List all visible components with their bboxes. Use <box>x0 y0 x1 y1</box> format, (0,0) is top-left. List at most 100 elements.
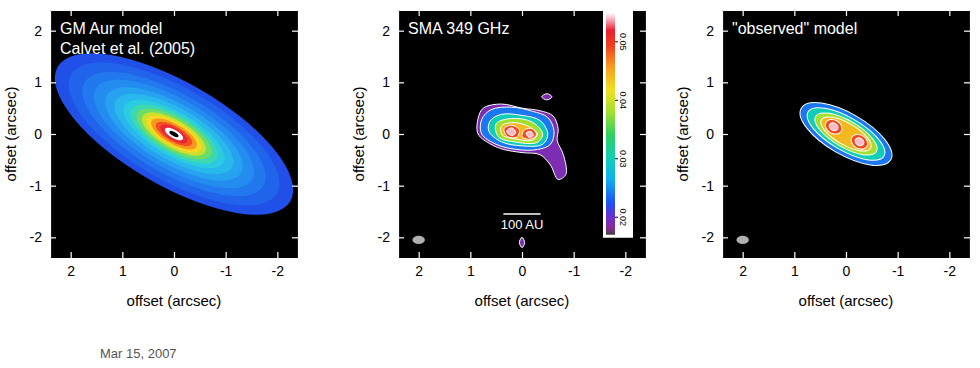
plot-area <box>736 90 901 244</box>
tick <box>292 31 298 32</box>
tick <box>640 134 646 135</box>
y-axis-title: offset (arcsec) <box>2 87 19 182</box>
scale-bar-label: 100 AU <box>501 217 544 232</box>
tick <box>743 10 744 16</box>
plot-area <box>50 22 298 246</box>
tick-mark <box>964 186 970 187</box>
tick-label: 1 <box>791 263 799 279</box>
tick-mark <box>794 10 795 16</box>
tick <box>640 31 646 32</box>
tick-mark <box>419 252 420 258</box>
panel-texts: 100 AU0.020.030.040.05SMA 349 GHz <box>408 10 633 238</box>
intensity-ring <box>50 22 298 246</box>
panel-texts: "observed" model <box>732 20 857 37</box>
tick-mark <box>50 31 56 32</box>
tick-mark <box>174 10 175 16</box>
tick: -2 <box>272 252 285 279</box>
tick-mark <box>964 134 970 135</box>
contour <box>823 117 845 137</box>
y-axis-title: offset (arcsec) <box>350 87 367 182</box>
tick-mark <box>398 186 404 187</box>
tick-mark <box>122 252 123 258</box>
axis: 210-1-2 <box>51 252 299 279</box>
intensity-ring <box>152 117 196 151</box>
panel: "observed" model210-1-2-2-1012offset (ar… <box>674 10 971 309</box>
tick <box>292 186 298 187</box>
beam <box>736 236 748 244</box>
tick-label: -1 <box>220 263 233 279</box>
axis-line <box>646 11 647 259</box>
tick-mark <box>794 252 795 258</box>
tick: 0 <box>382 126 404 142</box>
tick-mark <box>964 237 970 238</box>
tick-mark <box>522 252 523 258</box>
tick-mark <box>640 237 646 238</box>
tick-mark <box>722 237 728 238</box>
tick-mark <box>625 10 626 16</box>
tick-mark <box>722 186 728 187</box>
tick-label: 2 <box>706 23 714 39</box>
axis <box>723 10 971 16</box>
tick: 2 <box>382 23 404 39</box>
tick-mark <box>50 186 56 187</box>
intensity-ring <box>103 78 245 190</box>
x-axis-title: offset (arcsec) <box>799 292 894 309</box>
tick-mark <box>292 134 298 135</box>
tick-mark <box>470 10 471 16</box>
tick <box>625 10 626 16</box>
tick-label: 0 <box>843 263 851 279</box>
tick-mark <box>277 10 278 16</box>
tick <box>470 10 471 16</box>
axis-line <box>51 258 299 259</box>
figure-svg: GM Aur modelCalvet et al. (2005)210-1-2-… <box>0 0 980 368</box>
tick-mark <box>722 31 728 32</box>
tick: 0 <box>519 252 527 279</box>
tick-mark <box>398 237 404 238</box>
axis <box>640 11 647 259</box>
tick <box>964 186 970 187</box>
tick: 0 <box>706 126 728 142</box>
tick <box>419 10 420 16</box>
tick: 1 <box>34 74 56 90</box>
tick-label: -2 <box>944 263 957 279</box>
panel: 100 AU0.020.030.040.05SMA 349 GHz210-1-2… <box>350 10 647 309</box>
tick <box>640 237 646 238</box>
tick-mark <box>949 252 950 258</box>
panel-title: GM Aur model <box>60 20 162 37</box>
tick-mark <box>292 82 298 83</box>
axis: -2-1012 <box>378 11 404 259</box>
tick-mark <box>398 134 404 135</box>
tick <box>949 10 950 16</box>
tick: -2 <box>620 252 633 279</box>
tick-mark <box>292 186 298 187</box>
contour <box>495 118 542 143</box>
tick-label: -1 <box>892 263 905 279</box>
tick-mark <box>71 10 72 16</box>
tick: 2 <box>415 252 423 279</box>
tick-mark <box>625 252 626 258</box>
tick-mark <box>949 10 950 16</box>
tick: 0 <box>171 252 179 279</box>
intensity-ring <box>114 87 234 181</box>
tick-label: -1 <box>702 178 715 194</box>
tick <box>964 134 970 135</box>
tick <box>292 82 298 83</box>
tick-mark <box>898 252 899 258</box>
tick-label: 2 <box>415 263 423 279</box>
tick: 0 <box>843 252 851 279</box>
tick <box>574 10 575 16</box>
tick-mark <box>50 237 56 238</box>
contour <box>522 128 537 139</box>
colorbar-tick <box>615 100 618 101</box>
tick-mark <box>574 10 575 16</box>
contour <box>504 125 520 138</box>
contour <box>848 132 870 152</box>
tick-mark <box>640 134 646 135</box>
tick-mark <box>226 252 227 258</box>
plot-background <box>398 10 646 258</box>
tick-label: 1 <box>34 74 42 90</box>
colorbar-tick <box>615 158 618 159</box>
axis-line <box>723 258 971 259</box>
tick: 0 <box>34 126 56 142</box>
tick-mark <box>50 134 56 135</box>
